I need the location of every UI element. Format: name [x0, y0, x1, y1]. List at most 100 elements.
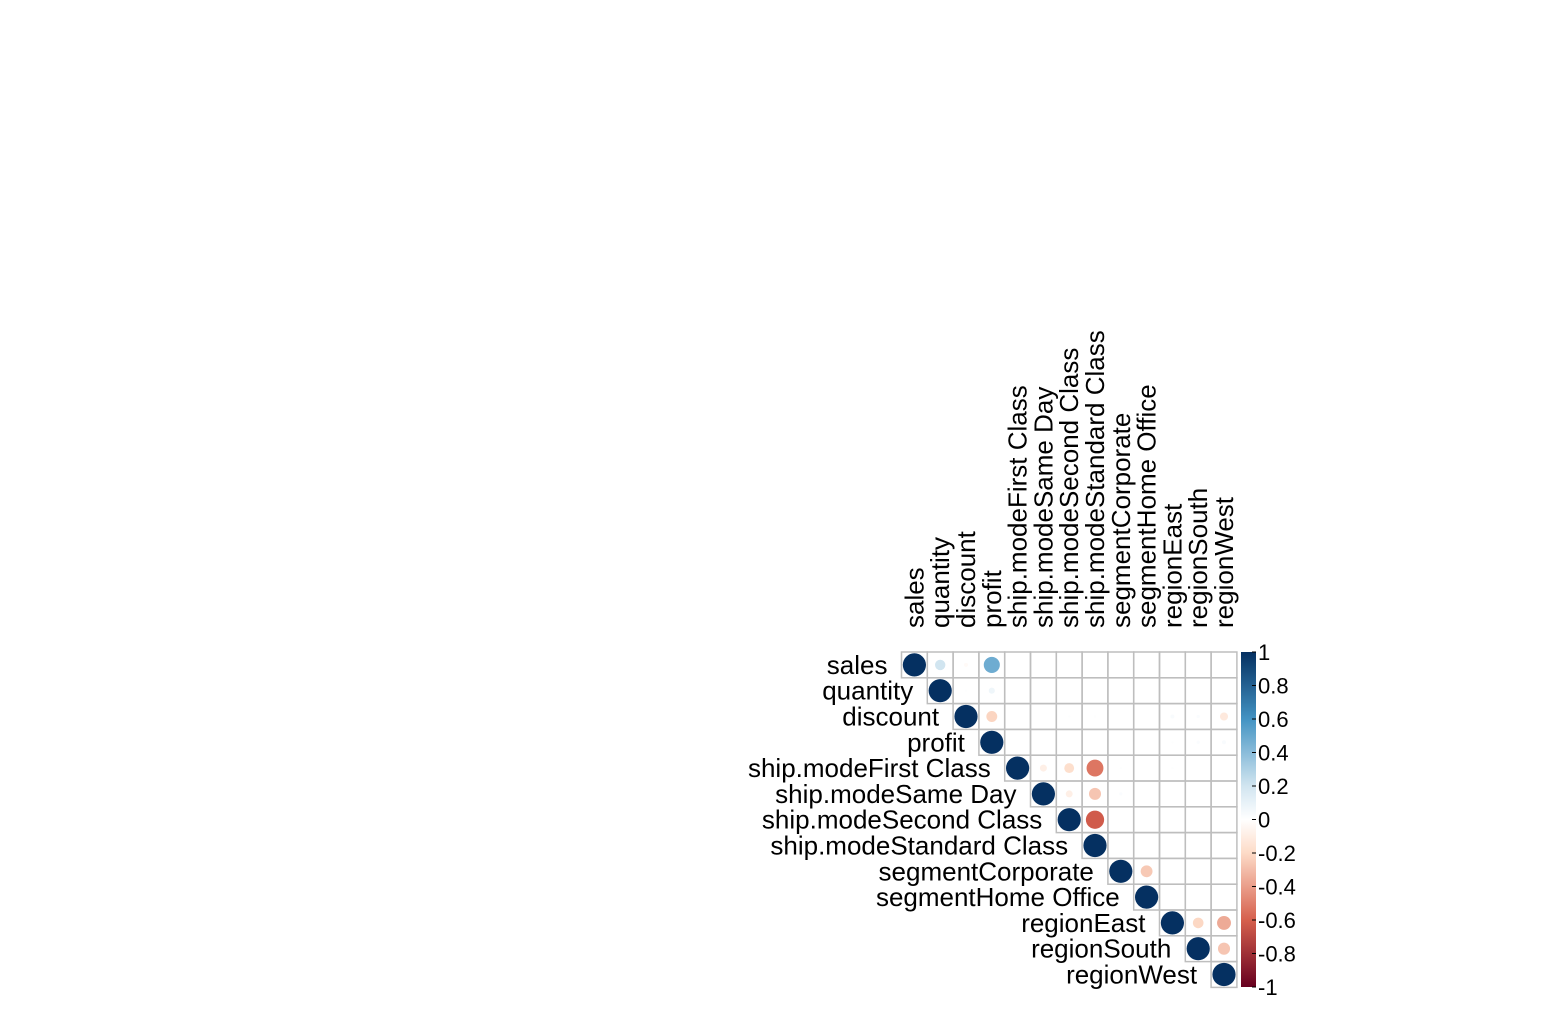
- grid-cell: [1003, 677, 1032, 705]
- grid-cell: [1132, 831, 1161, 860]
- row-label: ship.modeFirst Class: [748, 753, 991, 783]
- grid-cell: [1158, 831, 1187, 860]
- corr-circle-0-1: [935, 659, 946, 671]
- column-label: ship.modeSame Day: [1028, 387, 1058, 628]
- column-label: segmentHome Office: [1132, 384, 1162, 628]
- grid-cell: [1184, 780, 1212, 808]
- corr-circle-2-12: [1219, 712, 1229, 721]
- grid-cell: [1184, 754, 1212, 782]
- colorbar-tick-label: 0: [1258, 808, 1270, 833]
- row-label: ship.modeStandard Class: [770, 831, 1068, 861]
- column-label: regionSouth: [1183, 488, 1213, 628]
- grid-cell: [1029, 651, 1058, 679]
- grid-cell: [1081, 677, 1109, 705]
- colorbar-tick-label: 0.8: [1258, 674, 1289, 699]
- grid-cell: [1184, 651, 1212, 679]
- grid-cell: [1107, 651, 1135, 679]
- corr-circle-10-11: [1192, 917, 1204, 929]
- row-label: sales: [827, 650, 888, 680]
- row-labels: salesquantitydiscountprofitship.modeFirs…: [748, 650, 1198, 990]
- corr-circle-4-6: [1064, 763, 1075, 774]
- corr-circle-4-4: [1006, 756, 1030, 780]
- corr-circle-4-7: [1086, 759, 1104, 777]
- grid-cell: [1210, 831, 1238, 860]
- grid-cell: [1132, 806, 1161, 834]
- grid-cell: [1158, 651, 1187, 679]
- grid-cell: [1158, 857, 1187, 885]
- grid-cell: [1132, 651, 1161, 679]
- grid-cell: [1003, 728, 1032, 756]
- corr-circle-3-3: [980, 730, 1004, 754]
- circles: [902, 653, 1236, 987]
- corr-circle-1-3: [988, 687, 995, 694]
- grid-cell: [1029, 677, 1058, 705]
- colorbar-tick-label: 1: [1258, 640, 1270, 665]
- row-label: segmentCorporate: [879, 856, 1094, 886]
- corr-circle-0-0: [902, 653, 927, 677]
- column-label: sales: [899, 567, 929, 628]
- corr-circle-5-8: [1119, 792, 1123, 796]
- row-label: discount: [842, 702, 940, 732]
- corr-circle-1-2: [964, 689, 968, 692]
- grid-cell: [1029, 728, 1058, 756]
- grid-cell: [1055, 651, 1083, 679]
- row-label: ship.modeSecond Class: [762, 805, 1042, 835]
- colorbar-tick-label: -0.6: [1258, 908, 1296, 933]
- colorbar-tick-label: -1: [1258, 975, 1278, 1000]
- colorbar-tick-label: 0.6: [1258, 707, 1289, 732]
- corr-circle-2-7: [1093, 715, 1097, 718]
- row-label: regionEast: [1021, 908, 1146, 938]
- corr-circle-12-12: [1212, 962, 1236, 987]
- grid-cell: [1210, 780, 1238, 808]
- colorbar-tick-label: -0.8: [1258, 942, 1296, 967]
- corr-circle-8-9: [1140, 865, 1153, 878]
- grid-cell: [1132, 677, 1161, 705]
- grid-cell: [1184, 806, 1212, 834]
- grid-cell: [1132, 754, 1161, 782]
- row-label: quantity: [822, 676, 913, 706]
- grid-cell: [1055, 728, 1083, 756]
- corr-circle-7-7: [1083, 833, 1107, 858]
- column-labels: salesquantitydiscountprofitship.modeFirs…: [899, 330, 1239, 628]
- corr-circle-11-12: [1217, 942, 1231, 955]
- grid-cell: [1132, 728, 1161, 756]
- grid-cell: [1158, 883, 1187, 911]
- grid-cell: [1184, 857, 1212, 885]
- corr-circle-5-7: [1088, 787, 1102, 800]
- column-label: ship.modeFirst Class: [1003, 385, 1033, 628]
- grid-cell: [1158, 780, 1187, 808]
- grid-cell: [1107, 831, 1135, 860]
- grid-cell: [1210, 754, 1238, 782]
- corr-circle-2-2: [954, 704, 978, 729]
- corr-circle-9-9: [1135, 885, 1159, 909]
- corr-circle-10-12: [1217, 915, 1231, 930]
- grid-cell: [1081, 651, 1109, 679]
- column-label: profit: [977, 569, 1007, 628]
- column-label: segmentCorporate: [1106, 413, 1136, 628]
- corr-circle-3-12: [1221, 740, 1227, 745]
- grid-cell: [1003, 651, 1032, 679]
- grid-cell: [1210, 883, 1238, 911]
- corr-circle-6-7: [1085, 810, 1105, 829]
- column-label: ship.modeStandard Class: [1080, 330, 1110, 628]
- grid-cell: [1210, 651, 1238, 679]
- colorbar-gradient: [1241, 652, 1256, 987]
- column-label: quantity: [925, 537, 955, 628]
- grid: [900, 651, 1238, 989]
- corr-circle-6-6: [1057, 808, 1081, 832]
- corr-circle-2-3: [986, 711, 998, 722]
- row-label: regionWest: [1066, 960, 1198, 990]
- corr-circle-4-8: [1119, 766, 1122, 770]
- corr-circle-5-5: [1031, 782, 1055, 806]
- grid-cell: [1184, 677, 1212, 705]
- grid-cell: [1210, 857, 1238, 885]
- grid-cell: [1003, 702, 1032, 731]
- corr-circle-1-1: [928, 679, 952, 703]
- grid-cell: [1055, 677, 1083, 705]
- colorbar: 1 0.8 0.6 0.4 0.2 0 -0.2 -0.4 -0.6 -0.8 -1: [1241, 640, 1296, 1000]
- corr-circle-2-6: [1068, 715, 1071, 718]
- grid-cell: [1107, 728, 1135, 756]
- grid-cell: [1081, 728, 1109, 756]
- corr-circle-3-11: [1196, 740, 1200, 744]
